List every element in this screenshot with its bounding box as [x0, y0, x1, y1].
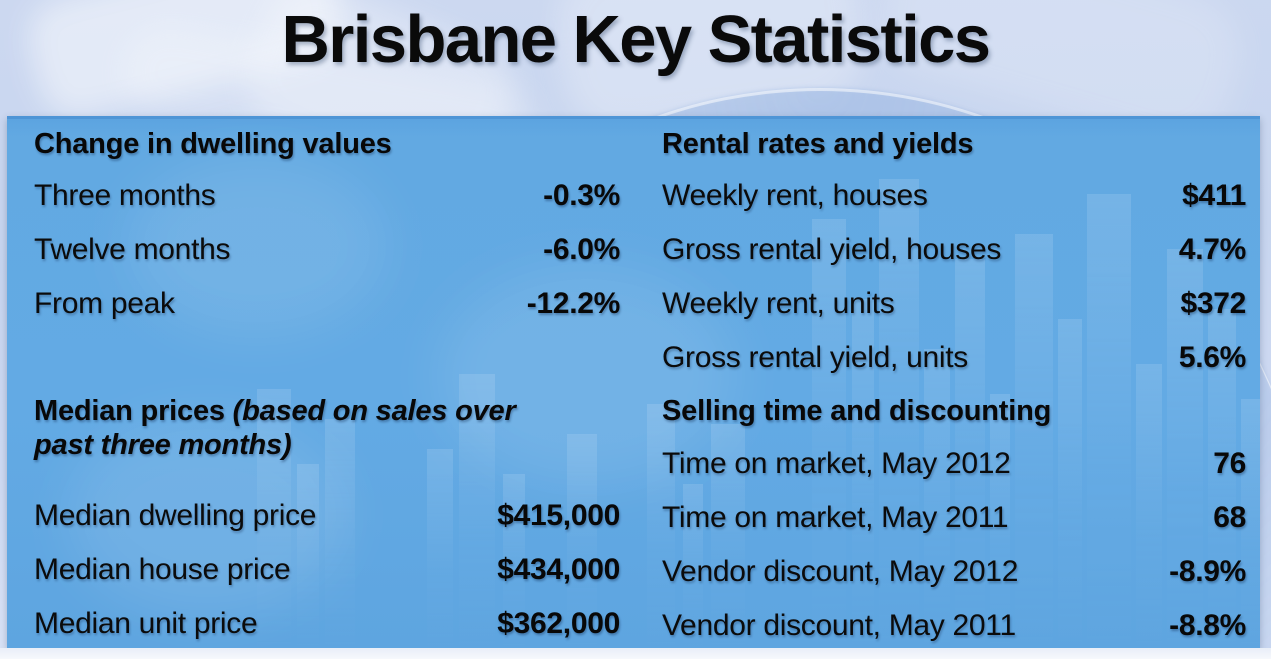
row-label: From peak — [34, 287, 175, 320]
row-label: Twelve months — [34, 233, 231, 266]
table-row: Vendor discount, May 2012 -8.9% — [662, 554, 1246, 594]
table-row: Median unit price $362,000 — [34, 606, 620, 646]
row-value: $415,000 — [497, 499, 620, 532]
table-row: Weekly rent, units $372 — [662, 286, 1246, 326]
page-title: Brisbane Key Statistics — [281, 2, 992, 77]
table-row: Time on market, May 2011 68 — [662, 500, 1246, 540]
row-value: -8.8% — [1169, 609, 1246, 642]
table-row: Gross rental yield, units 5.6% — [662, 340, 1246, 380]
table-row: Twelve months -6.0% — [34, 232, 620, 272]
table-row: Median dwelling price $415,000 — [34, 498, 620, 538]
row-label: Median unit price — [34, 607, 258, 640]
row-value: 76 — [1213, 447, 1246, 480]
row-label: Time on market, May 2012 — [662, 447, 1011, 480]
section-heading-main: Median prices — [34, 395, 233, 427]
row-label: Gross rental yield, houses — [662, 233, 1002, 266]
bottom-strip — [0, 648, 1271, 659]
left-column: Change in dwelling values Three months -… — [27, 116, 627, 649]
panel-top-border — [7, 116, 1260, 119]
row-value: -0.3% — [543, 179, 620, 212]
row-value: -12.2% — [526, 287, 621, 320]
section-heading: Rental rates and yields — [662, 128, 974, 160]
row-value: 68 — [1213, 501, 1246, 534]
row-value: $362,000 — [497, 607, 620, 640]
section-heading: Selling time and discounting — [662, 395, 1052, 427]
table-row: From peak -12.2% — [34, 286, 620, 326]
row-value: 4.7% — [1178, 233, 1246, 266]
row-value: $434,000 — [497, 553, 620, 586]
section-heading: Change in dwelling values — [34, 128, 392, 160]
row-value: -6.0% — [543, 233, 620, 266]
row-value: -8.9% — [1169, 555, 1246, 588]
row-label: Gross rental yield, units — [662, 341, 968, 374]
section-heading: Median prices (based on sales over past … — [34, 394, 574, 462]
row-label: Vendor discount, May 2012 — [662, 555, 1019, 588]
table-row: Three months -0.3% — [34, 178, 620, 218]
section-heading-italic: (based on sales over past three months) — [34, 395, 516, 461]
table-row: Time on market, May 2012 76 — [662, 446, 1246, 486]
right-column: Rental rates and yields Weekly rent, hou… — [655, 116, 1253, 649]
row-value: 5.6% — [1178, 341, 1246, 374]
row-label: Time on market, May 2011 — [662, 501, 1009, 534]
row-label: Vendor discount, May 2011 — [662, 609, 1016, 642]
row-label: Three months — [34, 179, 216, 212]
table-row: Weekly rent, houses $411 — [662, 178, 1246, 218]
table-row: Median house price $434,000 — [34, 552, 620, 592]
row-value: $411 — [1182, 179, 1246, 212]
row-label: Weekly rent, units — [662, 287, 895, 320]
row-label: Median house price — [34, 553, 291, 586]
statistics-panel: Change in dwelling values Three months -… — [7, 116, 1260, 649]
table-row: Gross rental yield, houses 4.7% — [662, 232, 1246, 272]
row-value: $372 — [1180, 287, 1246, 320]
table-row: Vendor discount, May 2011 -8.8% — [662, 608, 1246, 648]
row-label: Median dwelling price — [34, 499, 317, 532]
row-label: Weekly rent, houses — [662, 179, 928, 212]
